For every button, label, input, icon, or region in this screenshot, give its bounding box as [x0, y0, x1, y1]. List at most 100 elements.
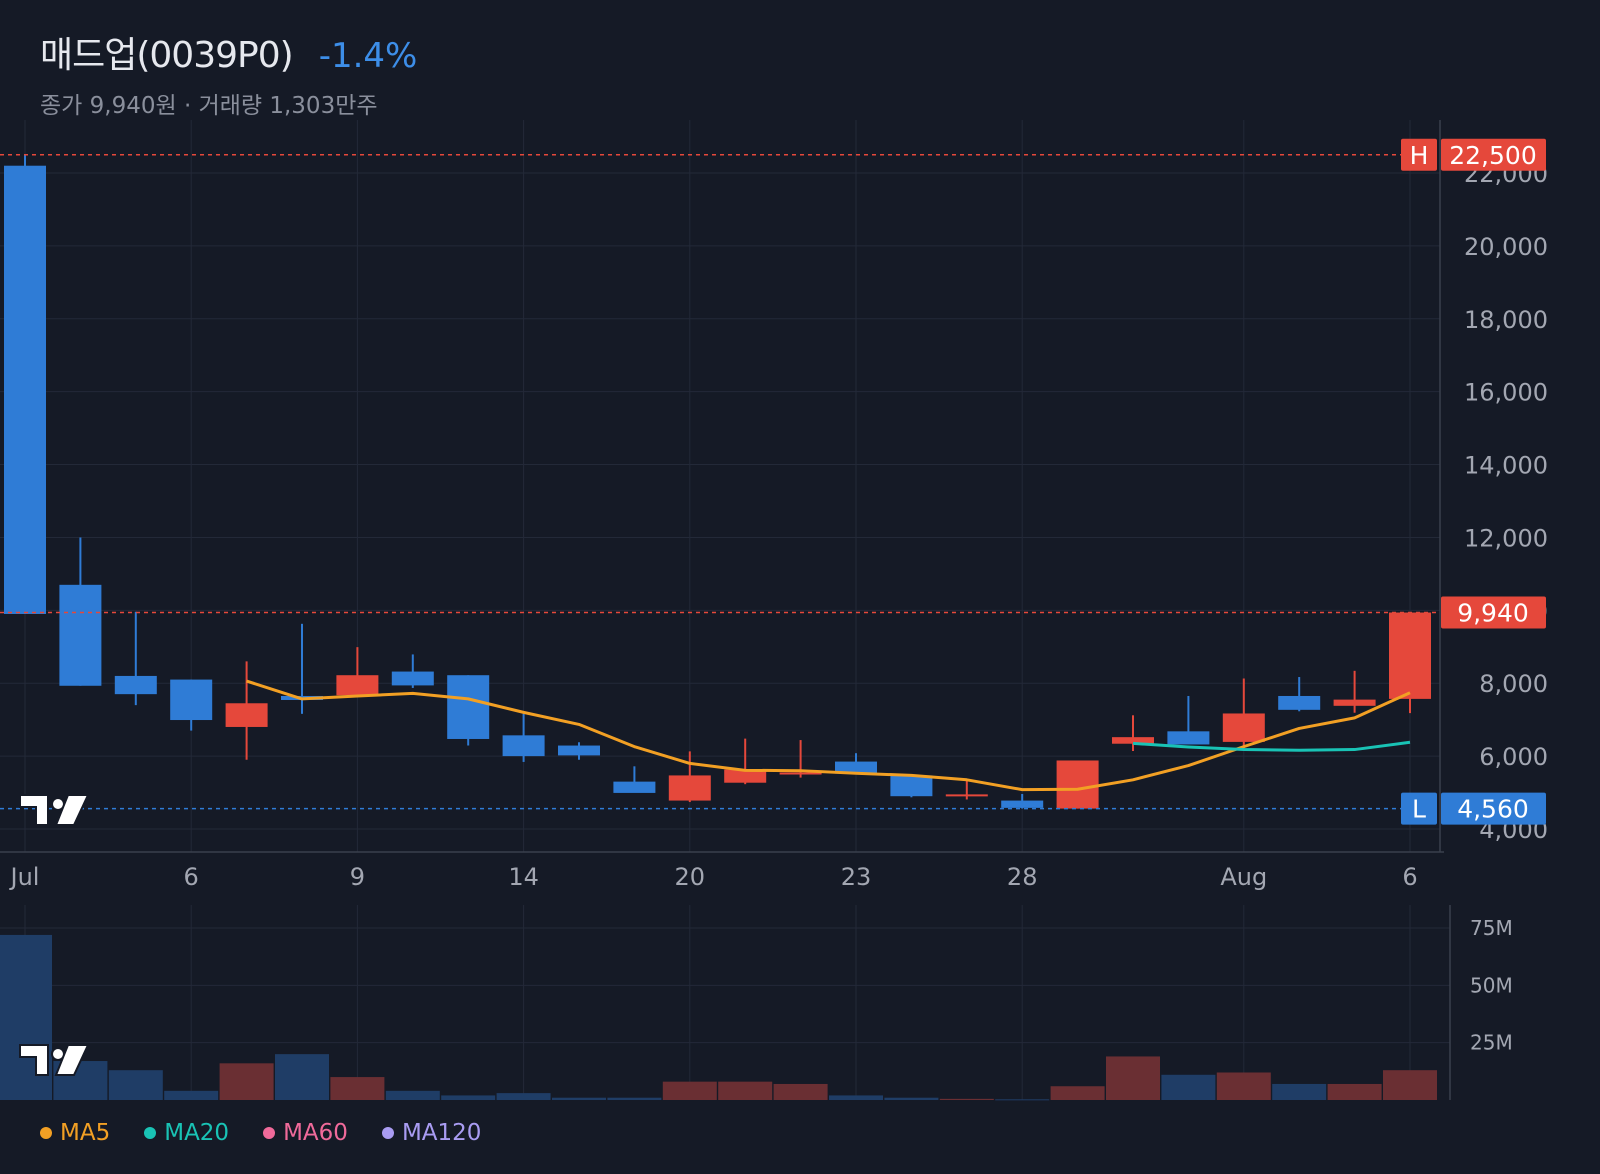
volume-bar [1106, 1056, 1160, 1100]
chart-grid [0, 120, 1444, 853]
candle-body [1056, 760, 1099, 809]
legend-label: MA20 [164, 1120, 230, 1146]
last-price-badge-value [1441, 596, 1546, 629]
legend-item-ma60[interactable]: MA60 [263, 1120, 348, 1146]
volume-grid [0, 905, 1451, 1100]
chart-header: 매드업(0039P0) -1.4% 종가 9,940원 · 거래량 1,303만… [40, 26, 417, 120]
time-tick-label: Jul [9, 863, 40, 891]
logo-t-shape [19, 794, 49, 826]
time-tick-label: 9 [350, 863, 365, 891]
candle-body [1112, 737, 1154, 744]
volume-tick-label: 75M [1470, 916, 1513, 940]
volume-bar [385, 1090, 440, 1100]
title-row: 매드업(0039P0) -1.4% [40, 26, 417, 78]
legend-item-ma20[interactable]: MA20 [144, 1120, 229, 1146]
logo-t-shape [19, 1044, 49, 1076]
candle-body [1167, 731, 1210, 745]
candle-body [890, 775, 933, 797]
volume-bar [1161, 1074, 1216, 1100]
price-tick-label: 18,000 [1464, 306, 1548, 334]
low-badge-value-label: 4,560 [1457, 795, 1529, 824]
candle-body [4, 165, 46, 614]
volume-bars [0, 934, 1437, 1101]
volume-bar [662, 1081, 717, 1100]
candle-body [447, 675, 490, 739]
candle-body [1278, 695, 1321, 710]
candle-body [502, 735, 545, 757]
time-axis: Jul 6 9 14 20 23 28 Aug 6 [9, 863, 1418, 891]
logo-v-shape [54, 794, 90, 826]
price-change: -1.4% [318, 36, 418, 76]
candle-body [779, 772, 822, 775]
volume-bar [995, 1099, 1050, 1101]
candle-body [114, 675, 157, 695]
price-tick-label: 16,000 [1464, 379, 1548, 407]
volume-bar [884, 1097, 939, 1100]
legend-item-ma5[interactable]: MA5 [40, 1120, 110, 1146]
time-tick-label: 23 [841, 863, 872, 891]
low-badge-value [1441, 792, 1546, 825]
close-volume-summary: 종가 9,940원 · 거래량 1,303만주 [40, 93, 378, 119]
time-tick-label: 14 [508, 863, 539, 891]
low-badge-tag [1401, 792, 1437, 825]
price-badges: H 22,500 9,940 L 4,560 [1401, 138, 1546, 825]
candle-body [1389, 612, 1431, 699]
logo-v-shape [54, 1044, 90, 1076]
time-tick-label: 6 [184, 863, 199, 891]
tradingview-logos [19, 794, 90, 1076]
volume-bar [164, 1090, 219, 1100]
candle-body [558, 745, 600, 756]
candle-body [59, 584, 102, 686]
tradingview-logo-icon [19, 1044, 90, 1076]
volume-bar [219, 1063, 274, 1100]
low-badge-tag-label: L [1412, 795, 1426, 824]
high-badge-tag [1401, 138, 1437, 171]
candle-body [668, 775, 711, 801]
ma-legend: MA5 MA20 MA60 MA120 [40, 1120, 481, 1146]
moving-average-lines [246, 679, 1411, 792]
volume-bar [829, 1095, 883, 1100]
candle-body [391, 671, 434, 686]
time-tick-label: 28 [1007, 863, 1038, 891]
tradingview-logo-icon [19, 794, 90, 826]
price-tick-label: 14,000 [1464, 452, 1548, 480]
volume-bar [1272, 1083, 1327, 1100]
high-badge-value [1441, 138, 1546, 171]
volume-bar [1383, 1070, 1437, 1100]
volume-bar [773, 1083, 828, 1100]
candle-body [1333, 699, 1376, 706]
time-tick-label: 6 [1402, 863, 1417, 891]
stock-name: 매드업(0039P0) [40, 35, 294, 76]
volume-bar [1327, 1083, 1382, 1100]
price-tick-label: 12,000 [1464, 524, 1548, 552]
time-tick-label: 20 [675, 863, 706, 891]
candle-body [225, 703, 268, 727]
volume-bar [330, 1077, 385, 1100]
legend-label: MA5 [60, 1120, 111, 1146]
volume-tick-label: 25M [1470, 1031, 1513, 1055]
price-axis: 4,0006,0008,00010,00012,00014,00016,0001… [1464, 160, 1548, 844]
candle-body [170, 679, 213, 721]
candle-body [1001, 800, 1044, 808]
volume-bar [496, 1093, 551, 1100]
volume-tick-label: 50M [1470, 973, 1513, 997]
volume-bar [718, 1081, 773, 1100]
volume-bar [1050, 1086, 1105, 1100]
candle-body [835, 761, 877, 774]
volume-bar [607, 1097, 662, 1100]
legend-dot-icon [40, 1127, 52, 1139]
ma20-line [1132, 740, 1411, 752]
volume-bar [939, 1098, 994, 1100]
ma5-line [246, 679, 1411, 792]
legend-dot-icon [381, 1127, 394, 1139]
time-tick-label: Aug [1220, 863, 1267, 891]
volume-bar [275, 1054, 329, 1100]
legend-label: MA120 [401, 1120, 482, 1146]
high-badge-tag-label: H [1410, 141, 1429, 170]
legend-dot-icon [144, 1127, 157, 1139]
candle-body [724, 769, 767, 783]
legend-item-ma120[interactable]: MA120 [381, 1120, 482, 1146]
legend-dot-icon [263, 1127, 276, 1139]
volume-bar [441, 1095, 496, 1100]
